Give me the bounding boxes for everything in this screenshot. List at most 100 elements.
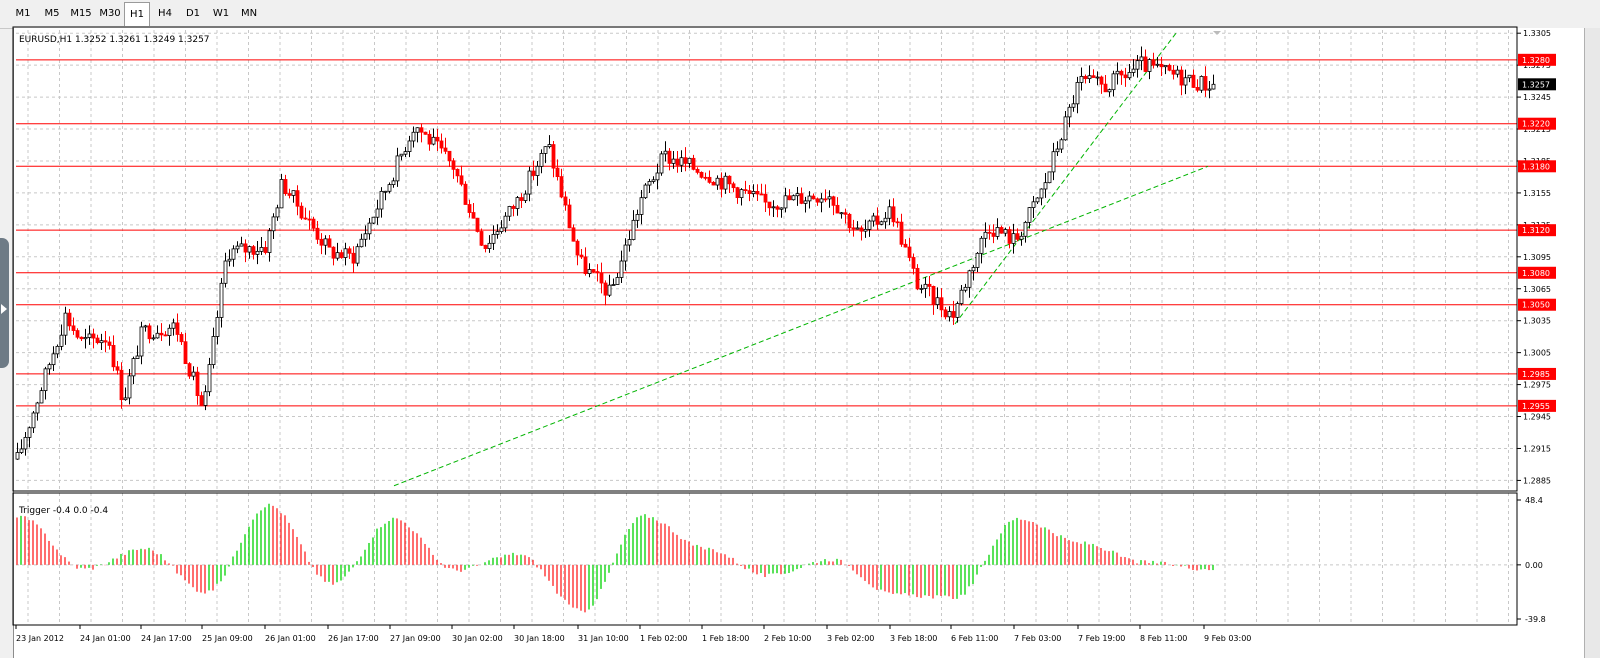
candle-body bbox=[415, 127, 420, 133]
candle-body bbox=[511, 206, 516, 209]
candle-body bbox=[655, 172, 660, 181]
candle-body bbox=[335, 252, 340, 259]
candle-body bbox=[23, 436, 28, 450]
trend-line[interactable] bbox=[393, 165, 1209, 487]
candle-body bbox=[123, 397, 128, 401]
candle-body bbox=[939, 297, 944, 311]
time-tick-label: 24 Jan 17:00 bbox=[141, 634, 192, 643]
time-tick-label: 6 Feb 11:00 bbox=[951, 634, 998, 643]
timeframe-h1-button[interactable]: H1 bbox=[124, 2, 150, 26]
candle-body bbox=[371, 216, 376, 224]
candle-body bbox=[327, 238, 332, 248]
candle-body bbox=[879, 221, 884, 225]
candle-body bbox=[723, 175, 728, 190]
symbol-info: EURUSD,H1 1.3252 1.3261 1.3249 1.3257 bbox=[19, 35, 210, 45]
candle-body bbox=[331, 246, 336, 259]
candle-body bbox=[299, 205, 304, 219]
candle-body bbox=[959, 289, 964, 304]
level-price-label: 1.3180 bbox=[1522, 162, 1550, 171]
candle-body bbox=[819, 198, 824, 203]
timeframe-w1-button[interactable]: W1 bbox=[212, 8, 230, 19]
candle-body bbox=[575, 240, 580, 256]
indicator-scale-label: -39.8 bbox=[1525, 615, 1546, 624]
candle-body bbox=[1151, 59, 1156, 66]
level-price-tag bbox=[1518, 224, 1556, 237]
timeframe-m30-button[interactable]: M30 bbox=[99, 8, 121, 19]
candle-body bbox=[851, 227, 856, 230]
candle-body bbox=[519, 197, 524, 201]
price-tick-label: 1.3245 bbox=[1523, 93, 1551, 102]
candle-body bbox=[691, 157, 696, 170]
candle-body bbox=[143, 325, 148, 328]
candle-body bbox=[1115, 70, 1120, 75]
trend-line[interactable] bbox=[954, 32, 1177, 325]
candle-body bbox=[919, 288, 924, 290]
candle-body bbox=[263, 247, 268, 253]
time-tick-label: 1 Feb 02:00 bbox=[640, 634, 687, 643]
timeframe-mn-button[interactable]: MN bbox=[240, 8, 258, 19]
candle-body bbox=[103, 340, 108, 343]
candle-body bbox=[235, 245, 240, 250]
time-tick-label: 23 Jan 2012 bbox=[16, 634, 64, 643]
candle-body bbox=[227, 258, 232, 262]
candle-body bbox=[663, 150, 668, 155]
price-tick-label: 1.2945 bbox=[1523, 413, 1551, 422]
candle-body bbox=[715, 177, 720, 186]
candle-body bbox=[251, 246, 256, 255]
candle-body bbox=[1051, 151, 1056, 173]
candle-body bbox=[507, 206, 512, 217]
candle-body bbox=[187, 363, 192, 377]
level-price-tag bbox=[1518, 266, 1556, 279]
candle-body bbox=[679, 157, 684, 166]
candle-body bbox=[775, 206, 780, 210]
candle-body bbox=[207, 364, 212, 393]
candle-body bbox=[243, 243, 248, 253]
current-price-label: 1.3257 bbox=[1522, 80, 1550, 89]
candle-body bbox=[887, 206, 892, 219]
expand-arrow-icon[interactable] bbox=[1, 304, 7, 314]
candle-body bbox=[175, 322, 180, 335]
candle-body bbox=[1095, 76, 1100, 79]
candle-body bbox=[735, 187, 740, 199]
timeframe-d1-button[interactable]: D1 bbox=[185, 8, 201, 19]
window-scrollbar[interactable] bbox=[1584, 28, 1600, 658]
timeframe-m15-button[interactable]: M15 bbox=[70, 8, 92, 19]
time-tick-label: 7 Feb 03:00 bbox=[1014, 634, 1061, 643]
time-tick-label: 9 Feb 03:00 bbox=[1204, 634, 1251, 643]
candle-body bbox=[883, 217, 888, 223]
candle-body bbox=[91, 333, 96, 339]
candle-body bbox=[591, 269, 596, 272]
timeframe-m5-button[interactable]: M5 bbox=[44, 8, 60, 19]
candle-body bbox=[471, 212, 476, 219]
timeframe-m1-button[interactable]: M1 bbox=[15, 8, 31, 19]
candle-body bbox=[1055, 148, 1060, 153]
candle-body bbox=[523, 193, 528, 201]
candle-body bbox=[623, 244, 628, 262]
candle-body bbox=[807, 195, 812, 202]
candle-body bbox=[183, 341, 188, 365]
candle-body bbox=[751, 191, 756, 195]
candle-body bbox=[867, 220, 872, 230]
candle-body bbox=[635, 214, 640, 221]
candle-body bbox=[199, 395, 204, 406]
time-tick-label: 25 Jan 09:00 bbox=[202, 634, 253, 643]
candle-body bbox=[783, 195, 788, 209]
timeframe-h4-button[interactable]: H4 bbox=[158, 8, 172, 19]
candle-body bbox=[1179, 69, 1184, 86]
level-price-label: 1.3080 bbox=[1522, 269, 1550, 278]
candle-body bbox=[1003, 229, 1008, 234]
candle-body bbox=[931, 285, 936, 305]
left-panel-handle[interactable] bbox=[0, 238, 9, 368]
candle-body bbox=[651, 179, 656, 182]
candle-body bbox=[1027, 207, 1032, 223]
level-price-label: 1.3120 bbox=[1522, 226, 1550, 235]
candle-body bbox=[499, 227, 504, 232]
candle-body bbox=[555, 167, 560, 178]
candle-body bbox=[567, 204, 572, 229]
candle-body bbox=[1083, 76, 1088, 80]
time-tick-label: 27 Jan 09:00 bbox=[390, 634, 441, 643]
candle-body bbox=[139, 326, 144, 357]
candle-body bbox=[975, 252, 980, 268]
candle-body bbox=[423, 131, 428, 135]
